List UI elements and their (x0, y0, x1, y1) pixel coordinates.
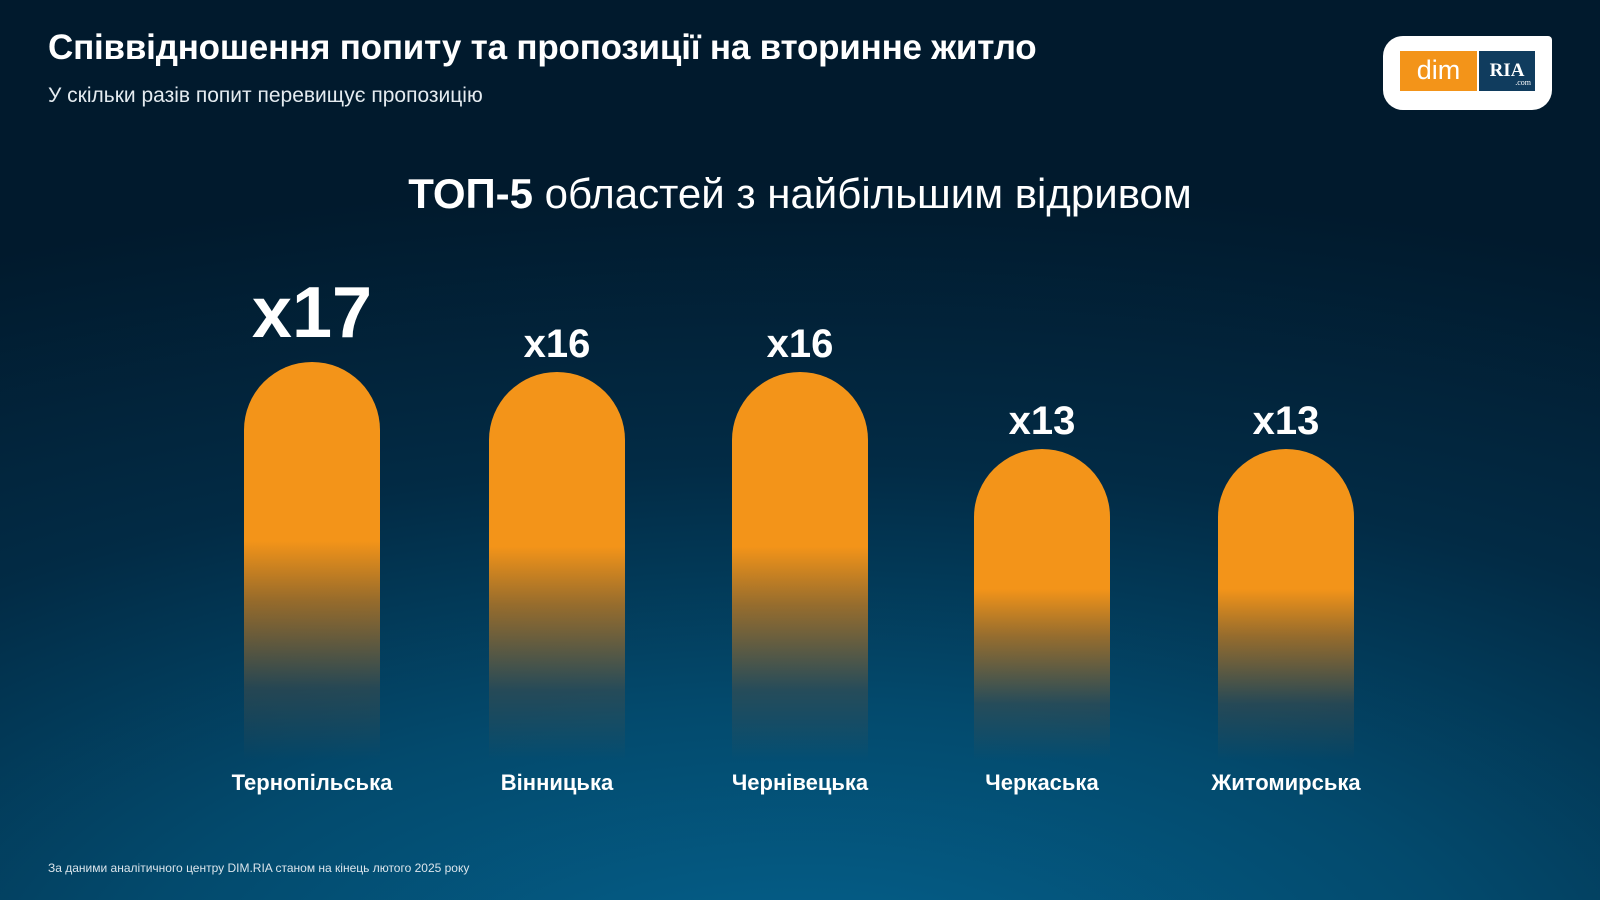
category-label: Вінницька (500, 770, 614, 795)
source-note: За даними аналітичного центру DIM.RIA ст… (48, 861, 470, 875)
logo-dim: dim (1400, 51, 1477, 91)
bar-4 (974, 449, 1110, 760)
value-label: x13 (1252, 399, 1320, 443)
page-subtitle: У скільки разів попит перевищує пропозиц… (48, 84, 483, 107)
value-label: x16 (766, 322, 834, 366)
chart-title: ТОП-5 областей з найбільшим відривом (0, 170, 1600, 218)
category-label: Тернопільська (231, 770, 393, 795)
value-label: x16 (523, 322, 591, 366)
chart-title-rest: областей з найбільшим відривом (533, 170, 1192, 217)
page-title: Співвідношення попиту та пропозиції на в… (48, 28, 1037, 67)
bar-3 (732, 372, 868, 760)
logo-ria: RIA .com (1479, 51, 1535, 91)
category-label: Чернівецька (731, 770, 869, 795)
bar-1 (244, 362, 380, 760)
bar-2 (489, 372, 625, 760)
category-label: Житомирська (1211, 770, 1361, 795)
bar-5 (1218, 449, 1354, 760)
category-label: Черкаська (985, 770, 1099, 795)
dimria-logo: dim RIA .com (1383, 36, 1552, 110)
value-label: x17 (251, 273, 373, 353)
chart-title-bold: ТОП-5 (408, 170, 534, 217)
value-label: x13 (1008, 399, 1076, 443)
